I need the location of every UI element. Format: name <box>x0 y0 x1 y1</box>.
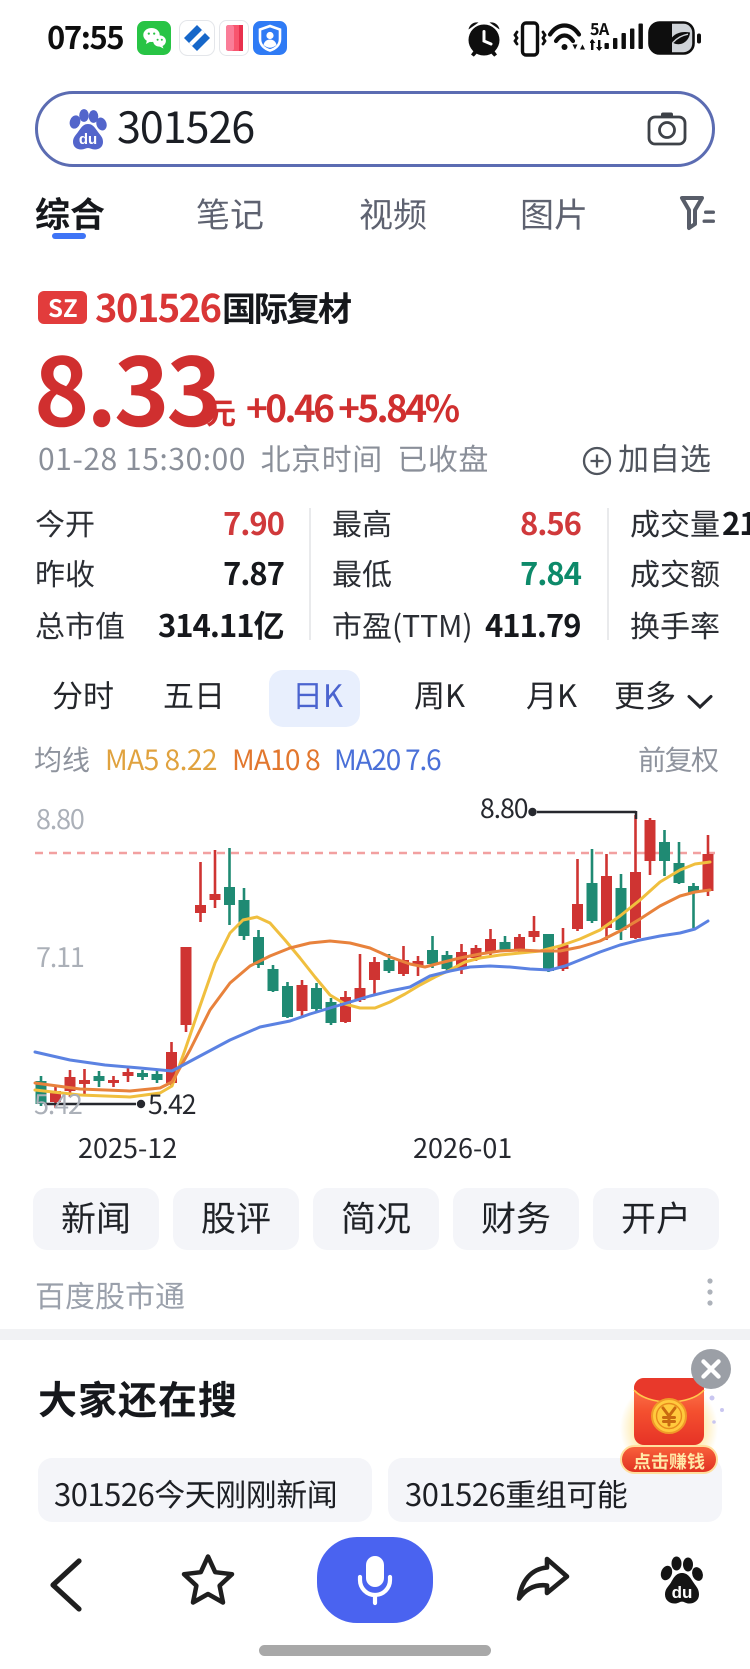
svg-text:du: du <box>79 131 97 148</box>
svg-text:du: du <box>672 1583 693 1602</box>
